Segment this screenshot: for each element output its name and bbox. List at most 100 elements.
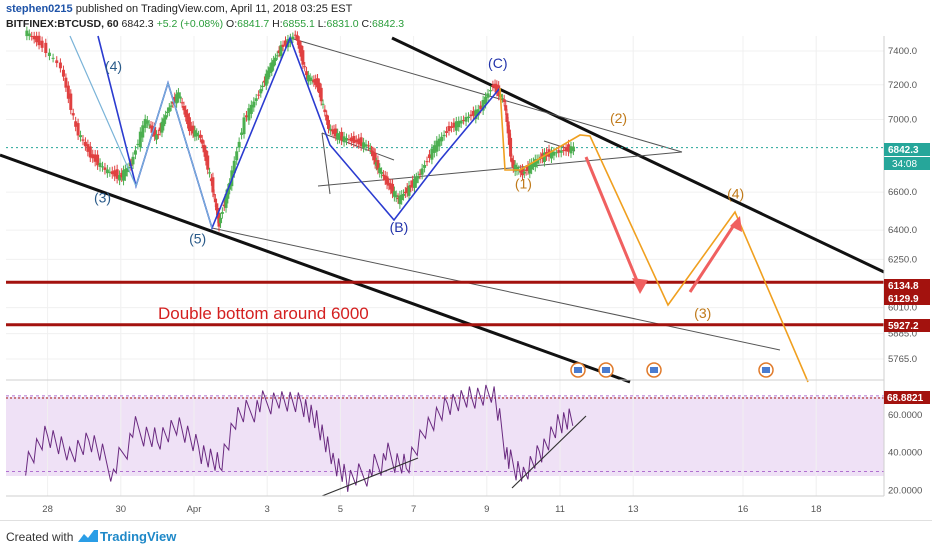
grid-lines (6, 36, 884, 496)
candle-body (535, 159, 539, 164)
candle-body (432, 145, 436, 153)
candle-body (178, 96, 182, 99)
price-axis[interactable]: 5765.0 5885.0 6010.0 6250.0 6400.0 6600.0 7000… (884, 46, 930, 365)
candle-body (467, 116, 470, 119)
candle-body (542, 152, 546, 162)
candle-body (334, 128, 338, 137)
candle-body (522, 171, 526, 174)
candle-body (557, 150, 561, 153)
candle-body (303, 66, 307, 68)
candle-body (272, 60, 276, 67)
candle-body (171, 101, 175, 104)
candle-body (32, 35, 36, 40)
candle-body (364, 144, 368, 147)
candle-body (262, 80, 266, 83)
candle-body (277, 50, 281, 54)
candle-body (347, 139, 351, 141)
tradingview-brand[interactable]: TradingView (100, 529, 177, 544)
double-bottom-annotation: Double bottom around 6000 (158, 304, 369, 323)
candle-body (198, 134, 202, 138)
time-axis[interactable]: 28 30 Apr 3 5 7 9 11 13 16 18 (42, 504, 821, 515)
candle-body (103, 167, 107, 170)
candle-body (226, 188, 230, 199)
author-link[interactable]: stephen0215 (6, 3, 73, 15)
candle-body (164, 115, 168, 120)
chart-header: stephen0215 published on TradingView.com… (0, 0, 932, 34)
candle-body (200, 139, 204, 144)
candle-body (321, 103, 325, 105)
rsi-tick-label: 40.0000 (888, 448, 922, 459)
candle-body (83, 141, 87, 147)
candle-body (526, 165, 530, 171)
rsi-tag (884, 391, 930, 404)
candle-body (327, 119, 331, 129)
candle-body (380, 171, 384, 174)
candle-body (197, 135, 201, 137)
price-tick-label: 6400.0 (888, 225, 917, 236)
candle-body (293, 34, 297, 36)
candle-body (423, 164, 427, 168)
price-tag-label: 6129.9 (888, 294, 919, 305)
candle-body (120, 172, 124, 178)
candle-body (502, 99, 506, 103)
candle-body (108, 171, 112, 173)
candle-body (291, 36, 295, 39)
time-tick-label: 5 (338, 504, 343, 515)
wave-label: (5) (189, 231, 206, 247)
candle-body (505, 113, 509, 122)
candle-body (357, 138, 361, 145)
candle-body (76, 123, 80, 136)
rsi-axis[interactable]: 68.8821 60.0000 40.0000 20.0000 (884, 391, 930, 496)
candle-body (165, 111, 169, 114)
candle-body (569, 146, 573, 154)
candle-body (310, 80, 314, 82)
low-value: 6831.0 (326, 18, 359, 30)
candle-body (273, 57, 277, 62)
high-value: 6855.1 (282, 18, 315, 30)
candle-body (156, 134, 160, 136)
candle-body (479, 105, 483, 110)
candle-body (328, 128, 332, 131)
candle-body (383, 175, 387, 181)
candle-body (345, 138, 348, 141)
price-tick-label: 7400.0 (888, 46, 917, 57)
wave-path (69, 35, 213, 229)
candle-body (113, 170, 117, 177)
candle-body (162, 118, 166, 127)
candle-body (396, 197, 400, 200)
candle-body (211, 177, 215, 193)
candle-body (342, 136, 346, 143)
price-chart[interactable]: (4) (3) (5) (B) (C) (1) (2) (3) (4) Double botto… (0, 0, 932, 520)
candle-body (141, 125, 145, 138)
candle-body (184, 109, 188, 118)
candle-body (25, 30, 29, 37)
candle-body (244, 115, 248, 118)
candle-body (125, 168, 129, 172)
candle-body (91, 154, 95, 159)
candle-body (115, 169, 119, 179)
candle-body (457, 120, 461, 128)
tradingview-logo-icon (78, 530, 98, 542)
candle-body (212, 194, 216, 196)
candle-body (564, 147, 568, 152)
trend-line (391, 36, 885, 274)
candle-body (337, 135, 341, 140)
candle-body (519, 169, 523, 173)
price-tick-label: 5885.0 (888, 329, 917, 340)
candle-body (474, 109, 478, 119)
candle-body (442, 134, 446, 137)
candle-body (495, 84, 499, 93)
time-tick-label: 3 (265, 504, 270, 515)
candle-body (562, 149, 566, 151)
symbol-label[interactable]: BITFINEX:BTCUSD, 60 (6, 18, 119, 30)
event-icons (570, 362, 774, 378)
candle-body (554, 152, 558, 154)
candle-body (110, 171, 114, 175)
candle-body (440, 136, 444, 142)
close-value: 6842.3 (372, 18, 405, 30)
candle-body (387, 182, 391, 186)
candle-body (40, 40, 44, 48)
price-tick-label: 7200.0 (888, 80, 917, 91)
candle-body (323, 109, 327, 113)
candle-body (208, 172, 212, 174)
